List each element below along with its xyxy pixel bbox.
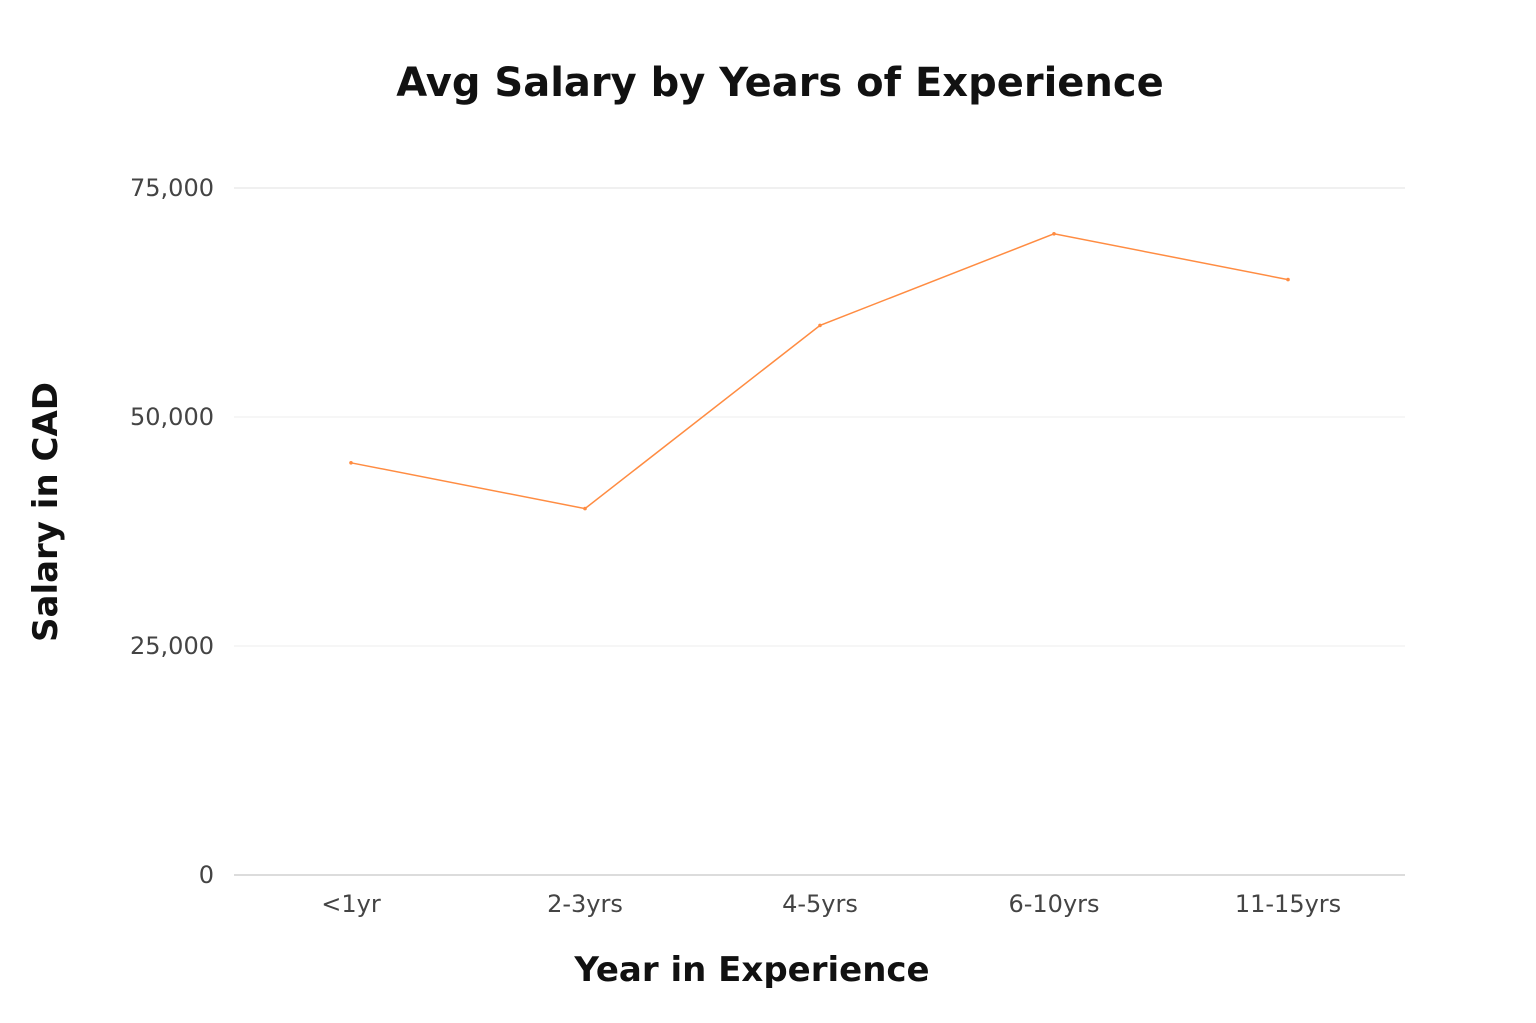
y-tick-25000: 25,000 <box>130 632 214 660</box>
data-points <box>349 232 1290 511</box>
y-tick-75000: 75,000 <box>130 174 214 202</box>
salary-line <box>350 233 1289 510</box>
data-point <box>818 323 822 328</box>
x-tick-label: 6-10yrs <box>1008 890 1100 918</box>
y-tick-0: 0 <box>198 861 214 889</box>
gridlines <box>234 187 1405 876</box>
x-tick-label: 11-15yrs <box>1234 890 1342 918</box>
x-tick-label: 2-3yrs <box>547 890 623 918</box>
y-tick-50000: 50,000 <box>130 403 214 431</box>
data-point <box>349 461 353 465</box>
data-point <box>1286 277 1290 282</box>
chart-title: Avg Salary by Years of Experience <box>396 60 1164 106</box>
x-tick-label: <1yr <box>321 890 381 918</box>
x-axis-label: Year in Experience <box>574 950 930 990</box>
x-tick-label: 4-5yrs <box>782 890 858 918</box>
data-point <box>1052 232 1056 236</box>
data-point <box>583 506 587 511</box>
